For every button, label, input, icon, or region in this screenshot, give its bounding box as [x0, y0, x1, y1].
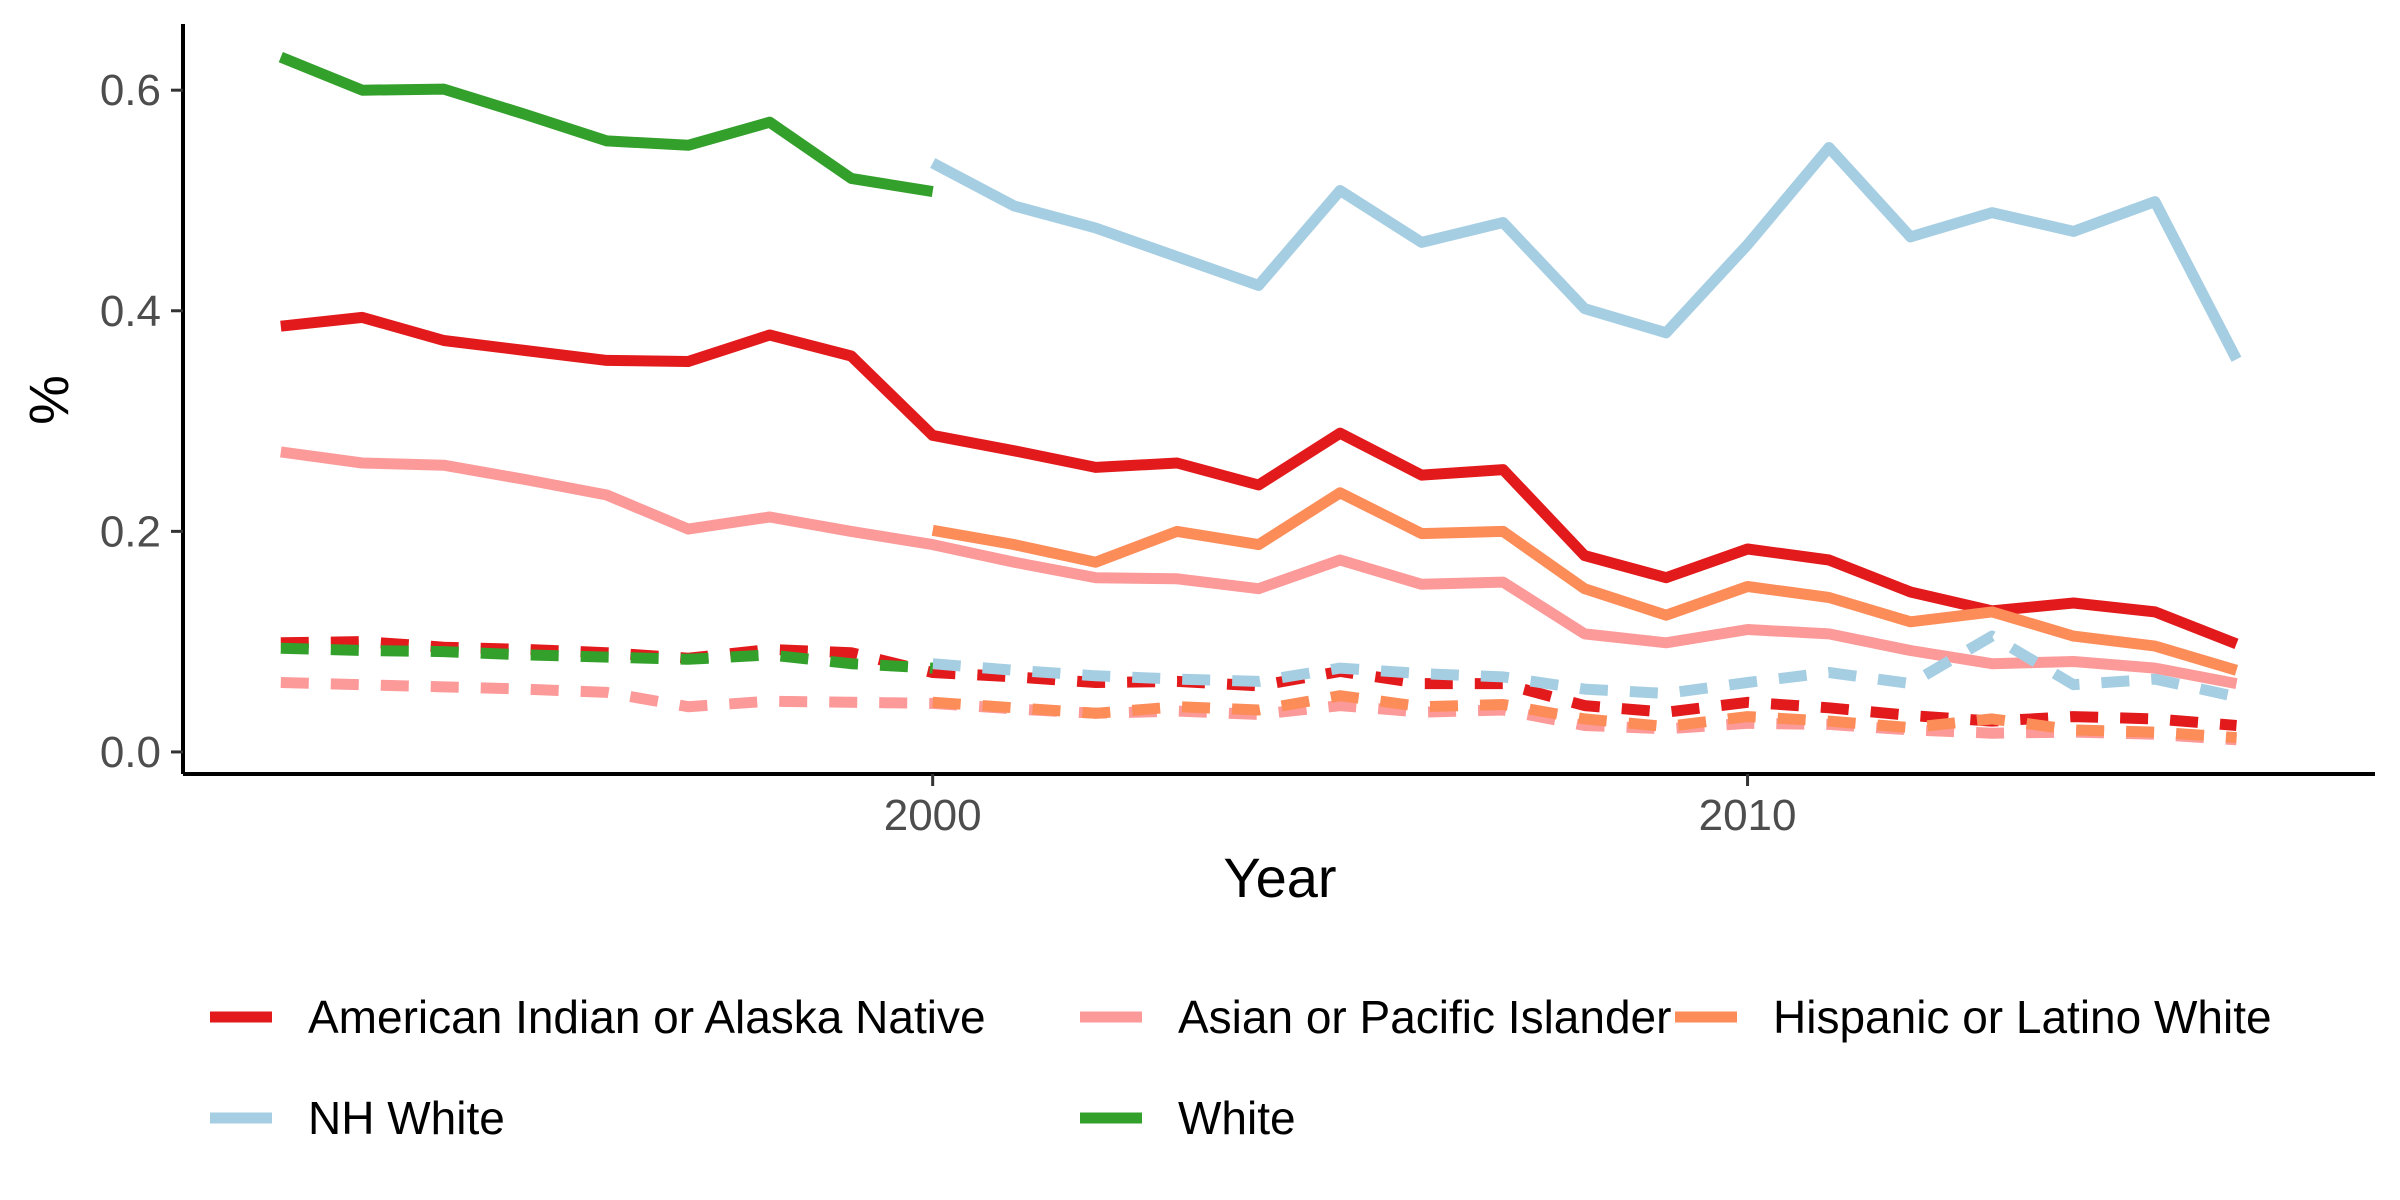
x-tick-label: 2000	[884, 791, 982, 840]
legend-label-american-indian-or-alaska-native: American Indian or Alaska Native	[308, 991, 986, 1043]
series-line-white-dashed	[280, 642, 933, 674]
y-tick-label: 0.2	[100, 507, 161, 556]
y-tick-label: 0.4	[100, 287, 161, 336]
legend-label-nh-white: NH White	[308, 1092, 505, 1144]
legend: American Indian or Alaska Native Asian or…	[210, 991, 2272, 1144]
series-line-nh-white-dashed	[932, 630, 2238, 703]
series-line-hispanic-or-latino-white-solid	[931, 487, 2239, 676]
x-axis-ticks: 2000 2010	[884, 774, 1797, 840]
series-line-hispanic-or-latino-white-dashed	[932, 690, 2237, 744]
series-line-asian-or-pacific-islander-solid	[280, 446, 2238, 690]
x-tick-label: 2010	[1699, 791, 1797, 840]
y-axis-title: %	[17, 375, 80, 425]
legend-label-white: White	[1178, 1092, 1296, 1144]
series-line-nh-white-solid	[930, 142, 2242, 362]
series-layer	[278, 52, 2242, 746]
y-tick-label: 0.6	[100, 66, 161, 115]
y-axis-ticks: 0.0 0.2 0.4 0.6	[100, 66, 183, 777]
y-tick-label: 0.0	[100, 728, 161, 777]
series-line-asian-or-pacific-islander-dashed	[280, 677, 2237, 746]
series-line-white-solid	[278, 52, 934, 198]
legend-label-hispanic-or-latino-white: Hispanic or Latino White	[1773, 991, 2272, 1043]
x-axis-title: Year	[1223, 846, 1336, 909]
legend-label-asian-or-pacific-islander: Asian or Pacific Islander	[1178, 991, 1671, 1043]
series-line-american-indian-or-alaska-native-solid	[280, 311, 2239, 650]
